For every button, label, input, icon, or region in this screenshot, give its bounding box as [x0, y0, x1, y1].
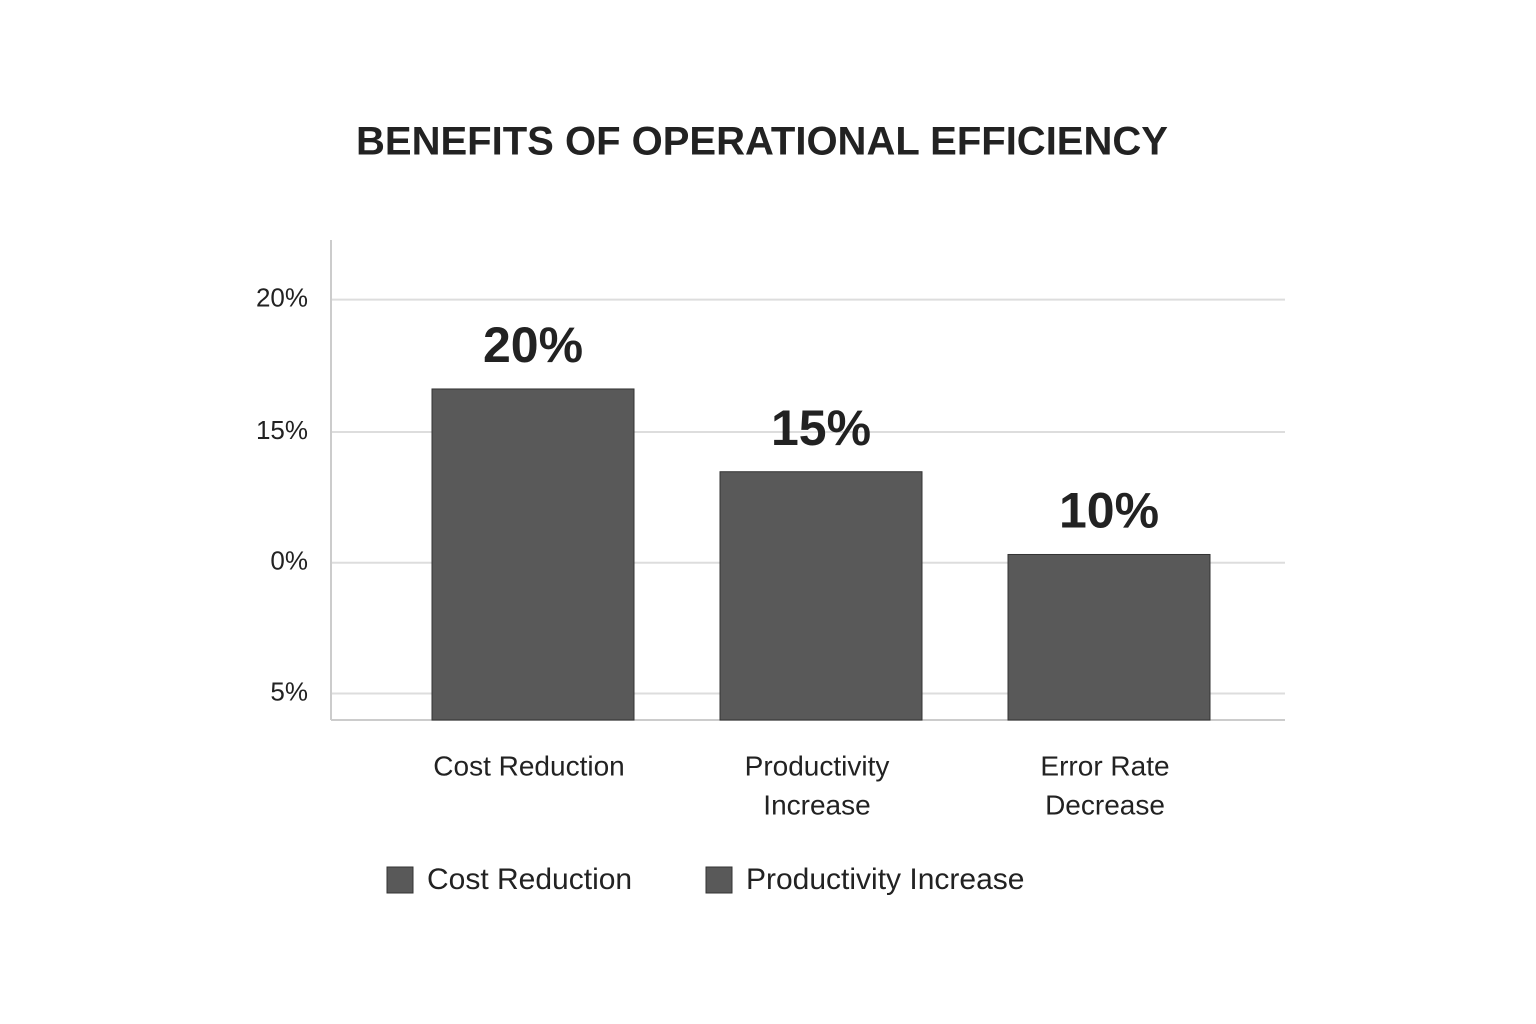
value-label: 10%: [1059, 483, 1159, 539]
legend-label: Cost Reduction: [427, 863, 632, 896]
legend-label: Productivity Increase: [746, 863, 1024, 896]
x-tick-label: Error Rate: [1040, 750, 1169, 781]
y-tick-label: 0%: [270, 546, 308, 576]
x-tick-label: Increase: [763, 789, 870, 820]
x-tick-label: Cost Reduction: [433, 750, 624, 781]
bar: [431, 388, 635, 721]
bar: [719, 471, 923, 721]
value-label: 20%: [483, 317, 583, 373]
y-tick-label: 20%: [256, 282, 308, 312]
legend-swatch: [386, 866, 414, 894]
legend-swatch: [705, 866, 733, 894]
y-tick-label: 5%: [270, 676, 308, 706]
value-label: 15%: [771, 400, 871, 456]
x-tick-label: Decrease: [1045, 789, 1165, 820]
chart-title: BENEFITS OF OPERATIONAL EFFICIENCY: [356, 120, 1168, 164]
bar: [1007, 553, 1211, 721]
y-tick-label: 15%: [256, 415, 308, 445]
x-tick-label: Productivity: [745, 750, 890, 781]
